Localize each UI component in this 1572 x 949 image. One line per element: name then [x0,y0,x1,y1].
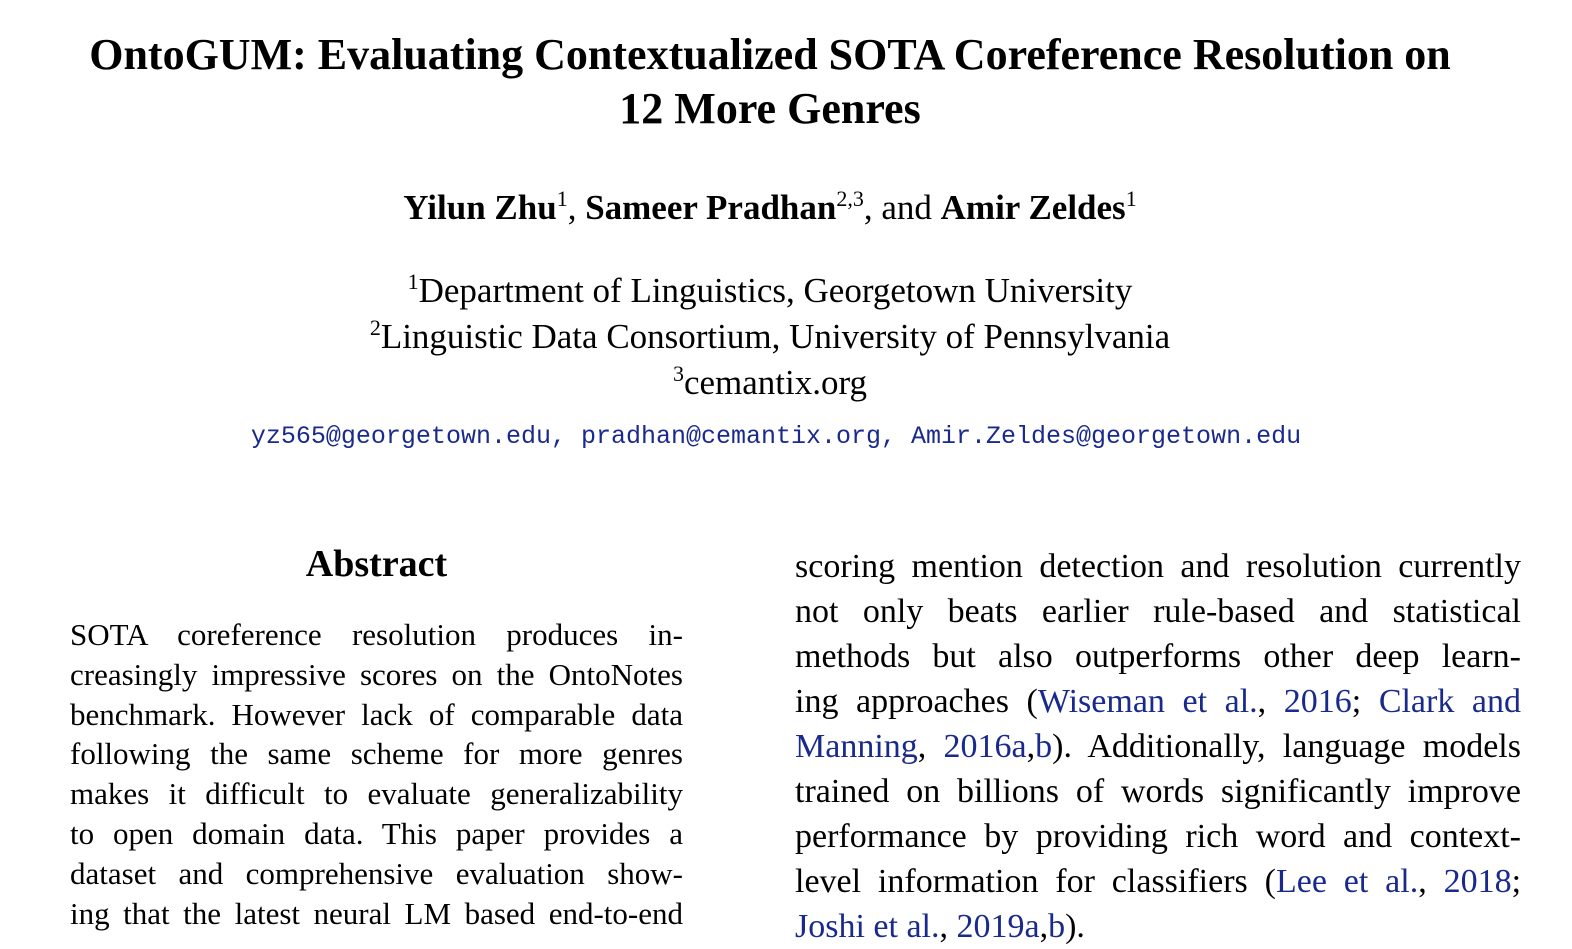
citation-link-wiseman[interactable]: Wiseman et al. [1037,683,1258,720]
abstract-line: benchmark. However lack of comparable da… [70,696,683,732]
author-affiliation-marker: 1 [556,186,568,211]
citation-link-joshi-year-b[interactable]: b [1048,908,1066,945]
text-segment: level information for classifiers ( [795,863,1276,900]
author-affiliation-marker: 2,3 [836,186,864,211]
affiliation-text: Linguistic Data Consortium, University o… [380,317,1171,356]
author-name: Yilun Zhu [403,188,557,227]
citation-link-wiseman-year[interactable]: 2016 [1283,683,1352,720]
affiliation-text: cemantix.org [683,363,868,402]
body-line: trained on billions of words significant… [795,773,1521,810]
text-segment: , [917,728,944,765]
body-line: Manning, 2016a,b). Additionally, languag… [795,724,1521,769]
affiliation: 1Department of Linguistics, Georgetown U… [0,268,1540,314]
text-segment: , [939,908,957,945]
body-line: scoring mention detection and resolution… [795,548,1521,585]
abstract-line: to open domain data. This paper provides… [70,815,683,851]
abstract-line: following the same scheme for more genre… [70,736,683,772]
abstract-line: ing that the latest neural LM based end-… [70,895,683,931]
introduction-text: scoring mention detection and resolution… [795,544,1521,949]
abstract-line: creasingly impressive scores on the Onto… [70,656,683,692]
author-separator: , and [863,188,941,227]
affiliation-marker: 2 [369,315,381,340]
author-affiliation-marker: 1 [1125,186,1137,211]
citation-link-clark-year-b[interactable]: b [1035,728,1053,765]
body-line: level information for classifiers (Lee e… [795,859,1521,904]
affiliation-marker: 3 [672,361,684,386]
body-line: performance by providing rich word and c… [795,818,1521,855]
title-line-2: 12 More Genres [619,84,921,133]
citation-link-joshi[interactable]: Joshi et al. [795,908,940,945]
author-name: Amir Zeldes [940,188,1126,227]
abstract-text: SOTA coreference resolution produces in-… [70,615,683,933]
citation-link-clark[interactable]: Clark and [1378,683,1522,720]
affiliation-list: 1Department of Linguistics, Georgetown U… [0,268,1540,406]
text-segment: , [1418,863,1444,900]
abstract-line: makes it difficult to evaluate generaliz… [70,776,683,812]
text-segment: ). Additionally, language models [1052,728,1521,765]
author-name: Sameer Pradhan [585,188,837,227]
abstract-line: SOTA coreference resolution produces in- [70,617,683,652]
text-segment: ; [1351,683,1379,720]
abstract-heading: Abstract [305,543,448,585]
text-segment: ing approaches ( [795,683,1038,720]
affiliation-marker: 1 [407,269,419,294]
body-line: methods but also outperforms other deep … [795,638,1521,675]
author-list: Yilun Zhu1, Sameer Pradhan2,3, and Amir … [0,184,1540,232]
text-segment: , [1026,728,1036,765]
author-emails[interactable]: yz565@georgetown.edu, pradhan@cemantix.o… [250,422,1302,451]
affiliation-text: Department of Linguistics, Georgetown Un… [418,271,1133,310]
paper-title: OntoGUM: Evaluating Contextualized SOTA … [0,28,1540,136]
body-line: ing approaches (Wiseman et al., 2016; Cl… [795,679,1521,724]
text-segment: ; [1511,863,1522,900]
title-line-1: OntoGUM: Evaluating Contextualized SOTA … [89,30,1451,79]
citation-link-lee[interactable]: Lee et al. [1275,863,1419,900]
body-line: Joshi et al., 2019a,b). [795,904,1521,949]
text-segment: , [1039,908,1049,945]
citation-link-clark-year-a[interactable]: 2016a [943,728,1027,765]
abstract-line: dataset and comprehensive evaluation sho… [70,855,683,891]
affiliation: 2Linguistic Data Consortium, University … [0,314,1540,360]
author-separator: , [567,188,586,227]
citation-link-joshi-year-a[interactable]: 2019a [956,908,1040,945]
body-line: not only beats earlier rule-based and st… [795,593,1521,630]
citation-link-lee-year[interactable]: 2018 [1443,863,1512,900]
text-segment: , [1257,683,1284,720]
affiliation: 3cemantix.org [0,360,1540,406]
text-segment: ). [1065,908,1085,945]
citation-link-manning[interactable]: Manning [795,728,918,765]
